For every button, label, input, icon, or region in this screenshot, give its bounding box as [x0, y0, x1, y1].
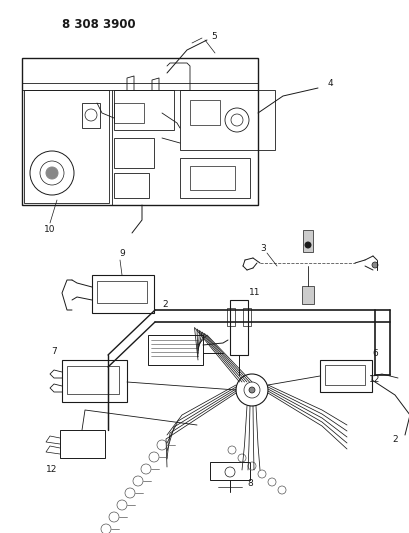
- Bar: [319, 360, 371, 392]
- Bar: [243, 308, 250, 326]
- Bar: [22, 58, 257, 205]
- Text: 4: 4: [326, 78, 332, 87]
- Text: 8 308 3900: 8 308 3900: [62, 18, 135, 31]
- Bar: [60, 430, 105, 458]
- Bar: [189, 100, 220, 125]
- Text: 7: 7: [51, 348, 57, 357]
- Circle shape: [304, 242, 310, 248]
- Bar: [114, 103, 144, 123]
- Text: 12: 12: [369, 376, 380, 384]
- Bar: [114, 90, 173, 130]
- Bar: [148, 335, 202, 365]
- Text: 2: 2: [391, 435, 397, 445]
- Bar: [82, 103, 100, 128]
- Bar: [302, 230, 312, 252]
- Text: 5: 5: [211, 31, 216, 41]
- Text: 10: 10: [44, 224, 55, 233]
- Bar: [114, 138, 154, 168]
- Circle shape: [46, 167, 58, 179]
- Bar: [227, 308, 234, 326]
- Bar: [189, 166, 234, 190]
- Bar: [92, 275, 154, 313]
- Text: 3: 3: [259, 244, 265, 253]
- Bar: [229, 300, 247, 355]
- Bar: [114, 173, 148, 198]
- Circle shape: [371, 262, 377, 268]
- Text: 2: 2: [162, 300, 167, 309]
- Bar: [62, 360, 127, 402]
- Bar: [301, 286, 313, 304]
- Bar: [324, 365, 364, 385]
- Text: 11: 11: [249, 287, 260, 296]
- Bar: [97, 281, 147, 303]
- Text: 12: 12: [46, 465, 58, 474]
- Bar: [24, 90, 109, 203]
- Bar: [67, 366, 119, 394]
- Text: 6: 6: [371, 350, 377, 359]
- Bar: [180, 90, 274, 150]
- Text: 9: 9: [119, 248, 125, 257]
- Text: 8: 8: [247, 480, 252, 489]
- Bar: [209, 462, 249, 480]
- Bar: [180, 158, 249, 198]
- Circle shape: [248, 387, 254, 393]
